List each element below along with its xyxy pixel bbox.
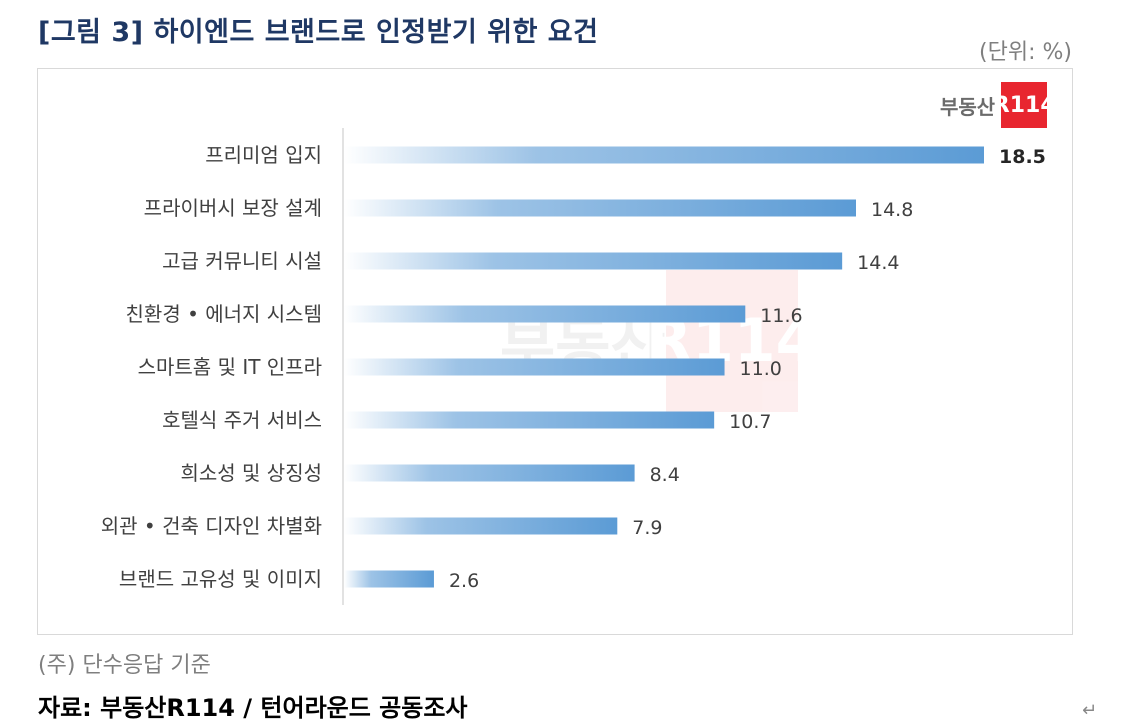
footnote: (주) 단수응답 기준 bbox=[38, 653, 211, 678]
chart-frame bbox=[37, 68, 1073, 635]
category-label: 프라이버시 보장 설계 bbox=[144, 196, 322, 220]
bar bbox=[344, 411, 715, 429]
source: 자료: 부동산R114 / 턴어라운드 공동조사 bbox=[38, 694, 468, 722]
data-label: 10.7 bbox=[729, 411, 771, 433]
bar bbox=[344, 517, 618, 535]
category-label: 희소성 및 상징성 bbox=[180, 461, 322, 485]
unit-label: (단위: %) bbox=[979, 40, 1072, 65]
bar bbox=[344, 464, 635, 482]
bar bbox=[344, 252, 843, 270]
bar bbox=[344, 146, 984, 164]
category-label: 고급 커뮤니티 시설 bbox=[162, 249, 322, 273]
category-label: 스마트홈 및 IT 인프라 bbox=[138, 355, 322, 379]
data-label: 14.8 bbox=[871, 199, 913, 221]
category-label: 호텔식 주거 서비스 bbox=[162, 408, 322, 432]
figure-title: [그림 3] 하이엔드 브랜드로 인정받기 위한 요건 bbox=[38, 17, 599, 48]
bar bbox=[344, 358, 725, 376]
data-label: 11.6 bbox=[760, 305, 802, 327]
category-label: 친환경 • 에너지 시스템 bbox=[126, 302, 322, 326]
bar bbox=[344, 305, 746, 323]
logo-text: 부동산 bbox=[940, 94, 996, 119]
return-mark: ↵ bbox=[1082, 700, 1098, 721]
bar bbox=[344, 199, 856, 217]
data-label: 11.0 bbox=[740, 358, 782, 380]
data-label: 14.4 bbox=[857, 252, 899, 274]
category-label: 외관 • 건축 디자인 차별화 bbox=[101, 514, 322, 538]
data-label: 8.4 bbox=[650, 464, 680, 486]
category-label: 프리미엄 입지 bbox=[205, 143, 322, 167]
category-label: 브랜드 고유성 및 이미지 bbox=[119, 567, 322, 591]
data-label: 2.6 bbox=[449, 570, 479, 592]
bar bbox=[344, 570, 434, 588]
logo-badge: R114 bbox=[993, 82, 1056, 128]
brand-logo: 부동산 R114 bbox=[940, 82, 1056, 128]
data-label: 18.5 bbox=[999, 146, 1046, 168]
data-label: 7.9 bbox=[632, 517, 662, 539]
